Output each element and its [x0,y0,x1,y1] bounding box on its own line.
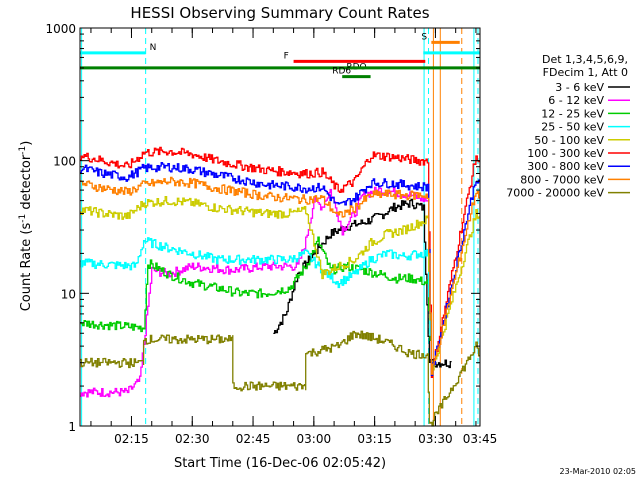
legend-header: FDecim 1, Att 0 [543,66,628,79]
y-axis: 1 10 100 1000 [45,22,480,434]
x-axis-label: Start Time (16-Dec-06 02:05:42) [174,456,386,471]
y-axis-label-sup2: -1 [18,146,28,155]
x-tick-label: 02:45 [236,432,271,446]
y-tick-label: 1 [68,420,76,434]
legend: Det 1,3,4,5,6,9,FDecim 1, Att 0 3 - 6 keV… [506,53,630,200]
x-tick-label: 03:45 [463,432,498,446]
status-label-6: RD6 [332,67,351,77]
legend-label: 800 - 7000 keV [520,173,604,186]
legend-label: 50 - 100 keV [534,134,604,147]
series-line-1 [80,186,432,398]
legend-label: 12 - 25 keV [541,107,604,120]
series-line-5 [80,146,480,378]
legend-header: Det 1,3,4,5,6,9, [542,53,628,66]
chart-title: HESSI Observing Summary Count Rates [130,4,429,22]
y-axis-label-main: Count Rate (s [19,223,34,312]
status-label-3: F [284,51,289,61]
y-axis-label: Count Rate (s-1 detector-1) [18,141,34,312]
y-tick-label: 100 [53,155,76,169]
y-axis-label-mid: detector [19,154,34,214]
legend-label: 6 - 12 keV [548,94,604,107]
status-label-0: N [150,43,157,53]
status-label-2: S [421,32,427,42]
x-tick-label: 03:00 [297,432,332,446]
legend-label: 100 - 300 keV [527,147,604,160]
plot-frame [79,27,481,427]
plot-area: NSFRDORD6 [80,28,480,427]
series-line-7 [80,176,480,375]
series-line-6 [80,162,480,377]
x-tick-label: 03:15 [357,432,392,446]
series-line-4 [80,196,480,376]
series-line-3 [80,237,432,336]
series-line-2 [80,236,432,342]
legend-label: 300 - 800 keV [527,160,604,173]
x-tick-label: 02:30 [175,432,210,446]
x-tick-label: 02:15 [114,432,149,446]
y-tick-label: 1000 [45,22,76,36]
legend-label: 25 - 50 keV [541,121,604,134]
y-tick-label: 10 [61,287,76,301]
x-tick-label: 03:30 [418,432,453,446]
series-line-8 [80,330,480,427]
footer-date: 23-Mar-2010 02:05 [560,467,637,476]
y-axis-label-end: ) [19,141,34,146]
y-axis-label-sup1: -1 [18,214,28,223]
x-axis: 02:15 02:30 02:45 03:00 03:15 03:30 03:45 [90,28,498,446]
legend-label: 3 - 6 keV [555,81,604,94]
legend-label: 7000 - 20000 keV [506,187,604,200]
